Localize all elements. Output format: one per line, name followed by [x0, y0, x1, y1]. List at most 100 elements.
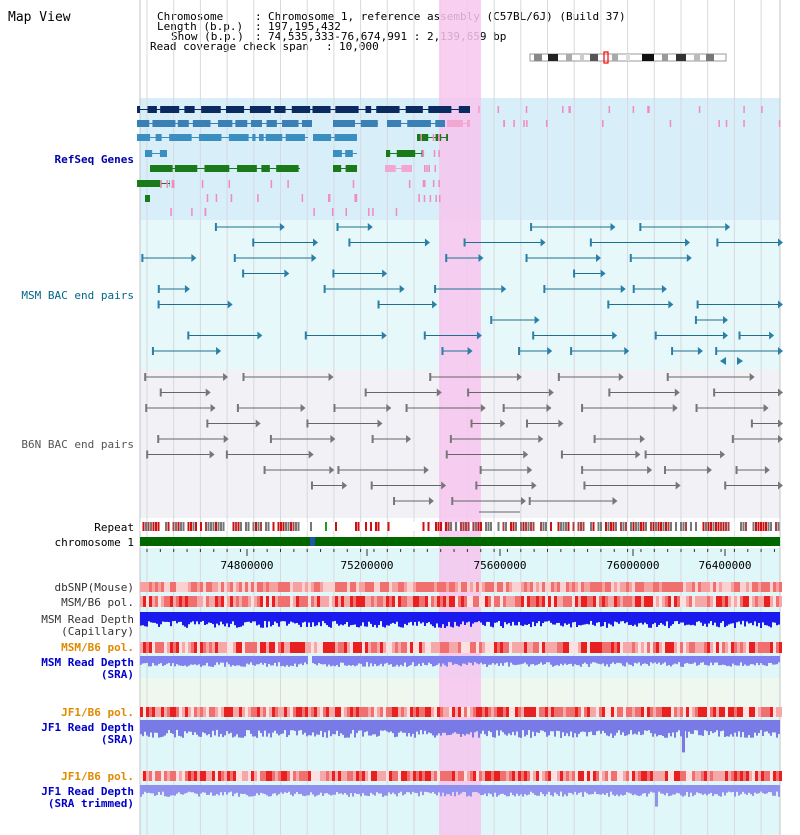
- msm-depth-capillary-bar: [758, 612, 760, 623]
- track-label-msm-b6-pol[interactable]: MSM/B6 pol.: [61, 596, 134, 609]
- track-label-msm-depth-sra[interactable]: MSM Read Depth (SRA): [41, 656, 134, 681]
- msm-b6-pol-sra-density: [617, 642, 620, 653]
- repeat-mark: [410, 522, 412, 531]
- dbsnp-density: [386, 582, 389, 592]
- jf1-depth-trimmed-bar: [672, 785, 674, 795]
- msm-depth-capillary-bar: [556, 612, 558, 623]
- jf1-b6-pol-2-density: [692, 771, 695, 781]
- repeat-mark: [742, 522, 745, 531]
- jf1-b6-pol-2-density: [725, 771, 728, 781]
- msm-b6-pol-density: [554, 596, 557, 607]
- track-label-msm-b6-pol-sra[interactable]: MSM/B6 pol.: [61, 641, 134, 654]
- track-label-msm-bac[interactable]: MSM BAC end pairs: [21, 289, 134, 302]
- jf1-depth-trimmed-bar: [668, 785, 670, 797]
- msm-depth-sra-bar: [510, 656, 512, 663]
- jf1-b6-pol-density: [197, 707, 200, 717]
- repeat-mark: [275, 522, 277, 531]
- jf1-depth-sra-bar: [214, 720, 216, 736]
- jf1-depth-sra-bar: [200, 720, 202, 737]
- refseq-marker: [698, 106, 701, 113]
- track-label-refseq[interactable]: RefSeq Genes: [54, 153, 134, 166]
- jf1-b6-pol-density: [611, 707, 614, 717]
- jf1-b6-pol-density: [149, 707, 152, 717]
- repeat-mark: [242, 522, 245, 531]
- msm-depth-sra-bar: [348, 656, 350, 666]
- jf1-depth-sra-bar: [186, 720, 188, 734]
- jf1-depth-sra-bar: [644, 720, 646, 731]
- dbsnp-density: [524, 582, 527, 592]
- jf1-depth-trimmed-bar: [774, 785, 776, 796]
- msm-b6-pol-density: [413, 596, 416, 607]
- jf1-b6-pol-2-density: [614, 771, 617, 781]
- repeat-mark: [455, 522, 457, 531]
- track-label-jf1-depth-sra[interactable]: JF1 Read Depth (SRA): [41, 721, 134, 746]
- msm-depth-sra-bar: [738, 656, 740, 666]
- jf1-b6-pol-2-density: [218, 771, 221, 781]
- msm-b6-pol-sra-density: [182, 642, 185, 653]
- msm-depth-capillary-bar: [636, 612, 638, 627]
- msm-depth-capillary-bar: [424, 612, 426, 627]
- jf1-depth-sra-bar: [150, 720, 152, 733]
- jf1-depth-trimmed-bar: [288, 785, 290, 792]
- jf1-b6-pol-2-density: [701, 771, 704, 781]
- repeat-mark: [560, 522, 562, 531]
- msm-depth-capillary-bar: [646, 612, 648, 625]
- msm-depth-sra-bar: [504, 656, 506, 663]
- repeat-mark: [502, 522, 505, 531]
- msm-b6-pol-sra-density: [164, 642, 167, 653]
- dbsnp-density: [512, 582, 515, 592]
- jf1-b6-pol-2-density: [257, 771, 260, 781]
- jf1-b6-pol-density: [329, 707, 332, 717]
- refseq-marker: [608, 106, 611, 113]
- repeat-mark: [320, 522, 322, 531]
- jf1-depth-sra-bar: [514, 720, 516, 736]
- msm-depth-sra-bar: [622, 656, 624, 666]
- msm-b6-pol-sra-density: [671, 642, 674, 653]
- gene-exon: [159, 150, 167, 157]
- dbsnp-density: [173, 582, 176, 592]
- jf1-depth-trimmed-bar: [634, 785, 636, 795]
- jf1-depth-trimmed-bar: [226, 785, 228, 795]
- jf1-depth-trimmed-bar: [306, 785, 308, 796]
- msm-b6-pol-density: [671, 596, 674, 607]
- jf1-b6-pol-density: [614, 707, 617, 717]
- jf1-b6-pol-density: [551, 707, 554, 717]
- track-label-dbsnp[interactable]: dbSNP(Mouse): [54, 581, 134, 594]
- jf1-depth-trimmed-bar: [670, 785, 672, 796]
- msm-b6-pol-density: [773, 596, 776, 607]
- track-label-b6n-bac[interactable]: B6N BAC end pairs: [21, 438, 134, 451]
- dbsnp-density: [233, 582, 236, 592]
- msm-b6-pol-density: [287, 596, 290, 607]
- jf1-b6-pol-2-density: [656, 771, 659, 781]
- gene-exon: [446, 134, 448, 141]
- repeat-mark: [192, 522, 195, 531]
- msm-depth-sra-bar: [724, 656, 726, 666]
- track-label-repeat[interactable]: Repeat: [94, 521, 134, 534]
- repeat-mark: [685, 522, 687, 531]
- msm-depth-sra-bar: [664, 656, 666, 663]
- jf1-b6-pol-density: [455, 707, 458, 717]
- jf1-depth-sra-bar: [748, 720, 750, 736]
- dbsnp-density: [500, 582, 503, 592]
- msm-b6-pol-sra-density: [305, 642, 308, 653]
- jf1-depth-trimmed-bar: [338, 785, 340, 794]
- jf1-b6-pol-2-density: [773, 771, 776, 781]
- chromosome-ideogram[interactable]: [529, 51, 727, 64]
- jf1-depth-sra-bar: [370, 720, 372, 736]
- track-label-jf1-b6-pol[interactable]: JF1/B6 pol.: [61, 706, 134, 719]
- track-label-msm-depth-capillary[interactable]: MSM Read Depth (Capillary): [41, 613, 134, 638]
- msm-depth-capillary-bar: [456, 612, 458, 626]
- track-label-chromosome[interactable]: chromosome 1: [54, 536, 134, 549]
- msm-b6-pol-sra-density: [752, 642, 755, 653]
- repeat-mark: [515, 522, 517, 531]
- track-label-jf1-b6-pol-2[interactable]: JF1/B6 pol.: [61, 770, 134, 783]
- msm-b6-pol-sra-density: [758, 642, 761, 653]
- jf1-b6-pol-2-density: [284, 771, 287, 781]
- msm-depth-capillary-bar: [706, 612, 708, 627]
- refseq-marker: [438, 134, 440, 141]
- jf1-depth-sra-bar: [440, 720, 442, 736]
- jf1-b6-pol-density: [716, 707, 719, 717]
- msm-b6-pol-density: [527, 596, 530, 607]
- track-label-jf1-depth-trimmed[interactable]: JF1 Read Depth (SRA trimmed): [41, 785, 134, 810]
